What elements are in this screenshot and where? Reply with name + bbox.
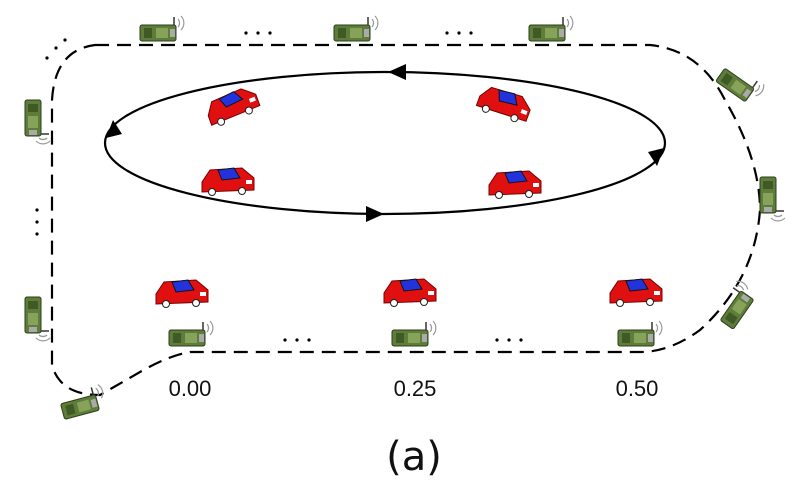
ellipsis-dots — [35, 31, 523, 342]
position-label: 0.25 — [394, 376, 437, 401]
loop — [103, 70, 667, 216]
caption: (a) — [386, 434, 442, 480]
position-label: 0.00 — [169, 376, 212, 401]
arrows — [106, 64, 664, 222]
position-label: 0.50 — [616, 376, 659, 401]
cars — [155, 82, 663, 308]
